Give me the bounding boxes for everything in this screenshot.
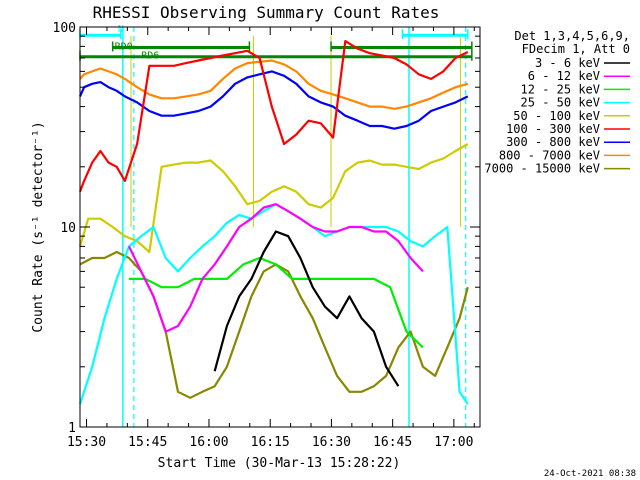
legend-header-line-2: FDecim 1, Att 0	[522, 42, 630, 56]
rd0-flag-label: RD0	[115, 41, 133, 52]
series-line-6-12-kev	[128, 203, 424, 333]
legend-header-line-1: Det 1,3,4,5,6,9,	[514, 29, 630, 43]
x-axis: 15:30 15:45 16:00 16:15 16:30 16:45 17:00	[67, 27, 475, 450]
render-timestamp: 24-Oct-2021 08:38	[544, 469, 636, 479]
y-tick-label-0: 1	[68, 421, 76, 436]
legend-label-25-50-kev: 25 - 50 keV	[521, 96, 600, 110]
series-line-100-300-kev	[78, 39, 469, 193]
legend-label-12-25-kev: 12 - 25 keV	[521, 82, 600, 96]
x-axis-title: Start Time (30-Mar-13 15:28:22)	[158, 456, 401, 471]
series-line-12-25-kev	[129, 256, 424, 349]
chart-title: RHESSI Observing Summary Count Rates	[93, 3, 440, 22]
x-tick-label-4: 16:30	[312, 435, 351, 450]
x-tick-label-2: 16:00	[189, 435, 228, 450]
legend-label-6-12-kev: 6 - 12 keV	[528, 69, 600, 83]
plot-area: N RD0 RD6 15:30 15:45 16:00 16:15 16:30 16:45 17…	[53, 21, 481, 450]
x-tick-label-3: 16:15	[251, 435, 290, 450]
x-tick-label-1: 15:45	[128, 435, 167, 450]
series-line-300-800-kev	[78, 70, 469, 130]
data-series	[78, 39, 469, 405]
x-tick-label-0: 15:30	[67, 435, 106, 450]
x-tick-label-5: 16:45	[373, 435, 412, 450]
series-line-50-100-kev	[78, 143, 469, 254]
series-line-3-6-kev	[213, 230, 400, 387]
legend-label-300-800-kev: 300 - 800 keV	[506, 135, 600, 149]
legend-label-100-300-kev: 100 - 300 keV	[506, 122, 600, 136]
vertical-markers	[122, 27, 467, 427]
y-axis-title: Count Rate (s⁻¹ detector⁻¹)	[31, 121, 46, 332]
y-tick-label-2: 100	[53, 21, 76, 36]
legend-label-7000-15000-kev: 7000 - 15000 keV	[484, 162, 600, 176]
legend: Det 1,3,4,5,6,9, FDecim 1, Att 0 3 - 6 k…	[484, 29, 630, 176]
legend-label-800-7000-kev: 800 - 7000 keV	[499, 148, 600, 162]
rd6-flag-label: RD6	[141, 51, 159, 62]
x-tick-label-6: 17:00	[434, 435, 473, 450]
y-tick-label-1: 10	[60, 221, 76, 236]
y-axis: 1 10 100	[53, 21, 480, 436]
legend-label-50-100-kev: 50 - 100 keV	[513, 109, 600, 123]
n-flag-label: N	[118, 24, 124, 35]
legend-label-3-6-kev: 3 - 6 keV	[535, 56, 600, 70]
